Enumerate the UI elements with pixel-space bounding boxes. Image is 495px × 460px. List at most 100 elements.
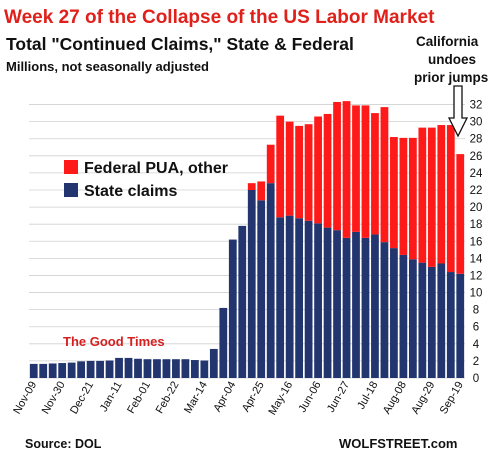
legend-swatch-state: [64, 183, 78, 197]
bar-state: [380, 242, 389, 378]
bar-state: [67, 362, 76, 378]
brand-label: WOLFSTREET.com: [339, 436, 457, 451]
bar-state: [304, 220, 313, 378]
bar-state: [314, 223, 322, 378]
x-tick-label: Aug-08: [381, 380, 409, 417]
y-tick-label: 6: [473, 322, 479, 334]
bar-state: [190, 360, 199, 378]
x-tick-label: Feb-01: [125, 380, 153, 416]
bar-federal: [295, 125, 304, 219]
bar-state: [446, 272, 455, 378]
x-tick-label: Aug-29: [409, 380, 437, 417]
bar-state: [342, 237, 351, 378]
y-tick-label: 30: [470, 117, 483, 129]
y-tick-label: 20: [470, 202, 483, 214]
bar-state: [285, 215, 294, 378]
x-tick-label: Jun-27: [325, 380, 352, 415]
chart-title: Week 27 of the Collapse of the US Labor …: [4, 7, 435, 28]
x-tick-label: Jul-18: [355, 380, 380, 412]
bar-state: [219, 307, 228, 378]
bar-federal: [361, 105, 370, 238]
bar-federal: [371, 113, 379, 235]
bar-state: [134, 358, 142, 378]
bar-state: [124, 357, 133, 378]
bar-state: [390, 248, 398, 378]
bar-state: [437, 263, 446, 378]
annotation-arrow-icon: [447, 85, 469, 138]
bar-federal: [408, 137, 417, 260]
bar-state: [247, 190, 256, 378]
bar-federal: [266, 144, 275, 184]
bar-federal: [446, 125, 455, 273]
y-tick-label: 18: [470, 219, 483, 231]
bar-state: [456, 273, 465, 378]
y-tick-label: 2: [473, 356, 479, 368]
bar-state: [58, 363, 67, 378]
annotation-line-1: California: [416, 34, 479, 49]
y-tick-label: 0: [473, 373, 479, 385]
bar-state: [257, 200, 266, 378]
bar-federal: [352, 105, 360, 232]
bar-federal: [390, 137, 398, 249]
bar-state: [361, 237, 370, 378]
bar-state: [77, 361, 86, 378]
bars: [29, 101, 465, 378]
y-tick-label: 10: [470, 288, 483, 300]
bar-state: [29, 363, 38, 378]
legend-swatch-federal: [64, 160, 78, 174]
x-axis-ticks: Nov-09 Nov-30 Dec-21 Jan-11 Feb-01 Feb-22 Mar-…: [11, 380, 466, 418]
bar-state: [418, 262, 427, 378]
unit-note: Millions, not seasonally adjusted: [6, 59, 209, 74]
y-tick-label: 22: [470, 185, 483, 197]
bar-state: [352, 231, 360, 378]
bar-state: [162, 359, 171, 378]
legend-label-federal: Federal PUA, other: [84, 160, 228, 177]
y-tick-label: 14: [470, 253, 483, 265]
bar-federal: [276, 115, 285, 218]
x-tick-label: Jan-11: [98, 380, 125, 414]
bar-state: [323, 227, 332, 378]
x-tick-label: Sep-19: [438, 380, 466, 417]
y-tick-label: 28: [470, 134, 483, 146]
bar-state: [86, 360, 95, 378]
x-tick-label: Apr-04: [211, 380, 238, 415]
annotation-line-3: prior jumps: [414, 70, 488, 85]
bar-federal: [456, 154, 465, 274]
good-times-label: The Good Times: [63, 334, 165, 349]
bar-federal: [427, 127, 436, 267]
bar-federal: [399, 137, 408, 255]
x-tick-label: Dec-21: [68, 380, 96, 417]
y-tick-label: 24: [470, 168, 483, 180]
y-tick-label: 12: [470, 270, 483, 282]
bar-state: [371, 234, 379, 378]
bar-state: [200, 360, 209, 378]
bar-state: [399, 254, 408, 378]
bar-state: [333, 230, 341, 378]
bar-state: [172, 359, 180, 378]
x-tick-label: Jun-06: [296, 380, 323, 415]
bar-federal: [257, 181, 266, 201]
bar-state: [408, 259, 417, 378]
bar-state: [39, 363, 48, 378]
bar-state: [266, 183, 275, 378]
bar-state: [295, 218, 304, 378]
x-tick-label: May-16: [267, 380, 296, 418]
bar-state: [48, 363, 57, 378]
bar-state: [228, 239, 237, 378]
bar-federal: [323, 113, 332, 228]
source-label: Source: DOL: [25, 437, 102, 451]
bar-state: [238, 225, 247, 378]
y-tick-label: 32: [470, 100, 483, 112]
x-tick-label: Mar-14: [182, 380, 210, 416]
legend: Federal PUA, other State claims: [64, 160, 228, 200]
y-tick-label: 4: [473, 339, 480, 351]
x-tick-label: Nov-30: [40, 380, 68, 417]
bar-state: [153, 359, 161, 378]
bar-federal: [285, 121, 294, 216]
bar-state: [105, 360, 114, 378]
bar-federal: [333, 101, 341, 231]
bar-state: [209, 348, 218, 378]
bar-state: [276, 217, 285, 378]
